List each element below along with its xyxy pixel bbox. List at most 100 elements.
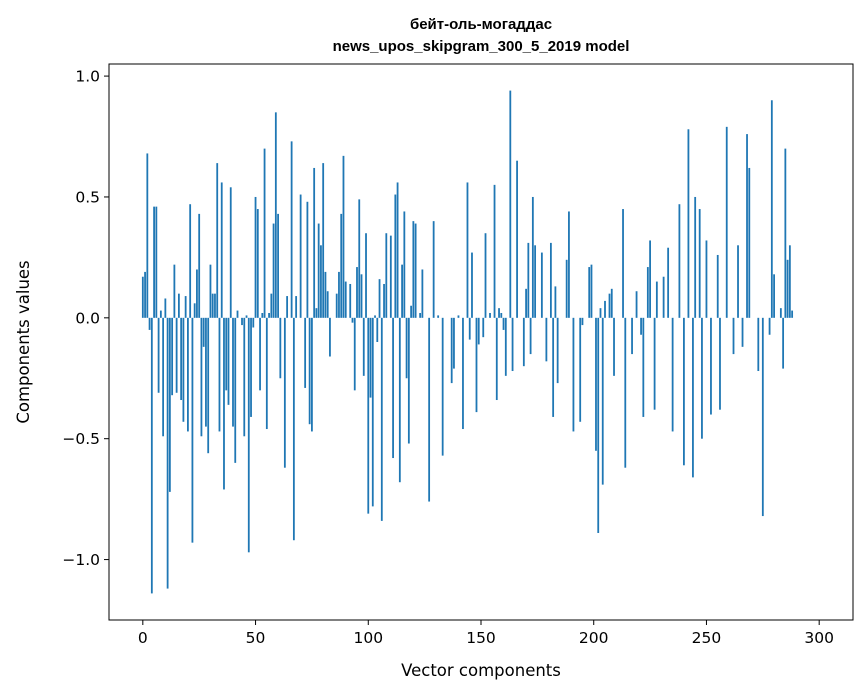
bar [608,293,611,318]
bar [655,281,658,318]
bar [489,312,491,318]
bar [784,148,787,318]
bar [270,293,273,318]
bar [216,163,219,318]
bar [196,269,198,318]
bar [694,196,697,318]
x-tick-label: 200 [579,629,609,647]
bar [779,308,782,318]
bar [283,317,286,468]
bar [597,317,600,533]
bar [768,317,771,335]
bar [529,317,532,355]
bar [254,196,257,318]
bar [362,317,365,376]
bar [277,213,279,318]
bar [646,267,649,318]
bar [737,245,739,318]
bar [146,153,149,318]
bar [719,317,721,410]
bar [466,182,469,318]
y-axis-label: Components values [14,260,33,423]
bar [748,167,751,318]
bar [211,293,214,318]
bar [590,264,593,318]
bar [579,317,582,422]
chart-subtitle: news_upos_skipgram_300_5_2019 model [333,38,630,55]
bar [173,264,176,318]
bar [410,305,413,318]
bar [683,317,685,466]
bar [477,317,480,345]
bar [299,194,302,318]
bar [405,317,408,379]
x-tick-label: 250 [692,629,722,647]
bar [401,264,403,318]
bar [394,194,397,318]
bar [245,315,248,318]
bar [369,317,372,398]
bar [351,317,354,323]
bar [475,317,478,413]
bar [358,199,361,318]
bar [247,317,250,553]
bar [187,317,189,432]
bar [540,252,543,318]
y-tick-label: 0.0 [75,309,100,327]
bar [642,317,645,417]
bar [554,286,557,318]
bar [209,264,212,318]
bar [189,204,192,318]
plot-area [108,63,854,621]
bar [313,167,316,318]
bar [383,283,385,318]
bar [791,310,794,318]
x-tick-label: 150 [466,629,496,647]
bar [166,317,169,589]
bar [162,317,165,437]
bar [220,182,223,318]
bar [252,317,255,328]
bar [701,317,703,439]
bar [236,310,239,318]
bar [572,317,575,432]
bar [326,291,329,318]
bar [549,242,552,318]
bar [500,312,503,318]
bar [531,196,534,318]
bar [588,267,591,318]
bar [412,221,415,318]
bar [168,317,171,492]
bar [225,317,228,391]
bar [761,317,764,517]
bars [141,90,794,594]
bar [324,271,327,318]
bar [274,112,277,318]
bar [437,315,440,318]
bar [200,317,203,437]
bar [279,317,282,379]
bar [741,317,744,347]
y-tick-label: −0.5 [62,430,100,448]
bar [157,317,160,393]
bar [335,293,338,318]
bar [595,317,597,451]
bar [786,259,789,318]
bar [349,283,352,318]
bar [171,317,174,396]
bar [509,90,512,318]
bar [770,100,773,318]
bar [159,310,162,318]
bar [150,317,153,594]
bar [308,317,311,425]
bar [678,204,681,318]
bar [610,288,613,318]
bar [601,317,604,485]
bar [732,317,735,355]
bar [256,209,259,318]
bar [207,317,210,454]
bar [667,247,670,318]
bar [581,317,584,326]
bar [304,317,307,388]
